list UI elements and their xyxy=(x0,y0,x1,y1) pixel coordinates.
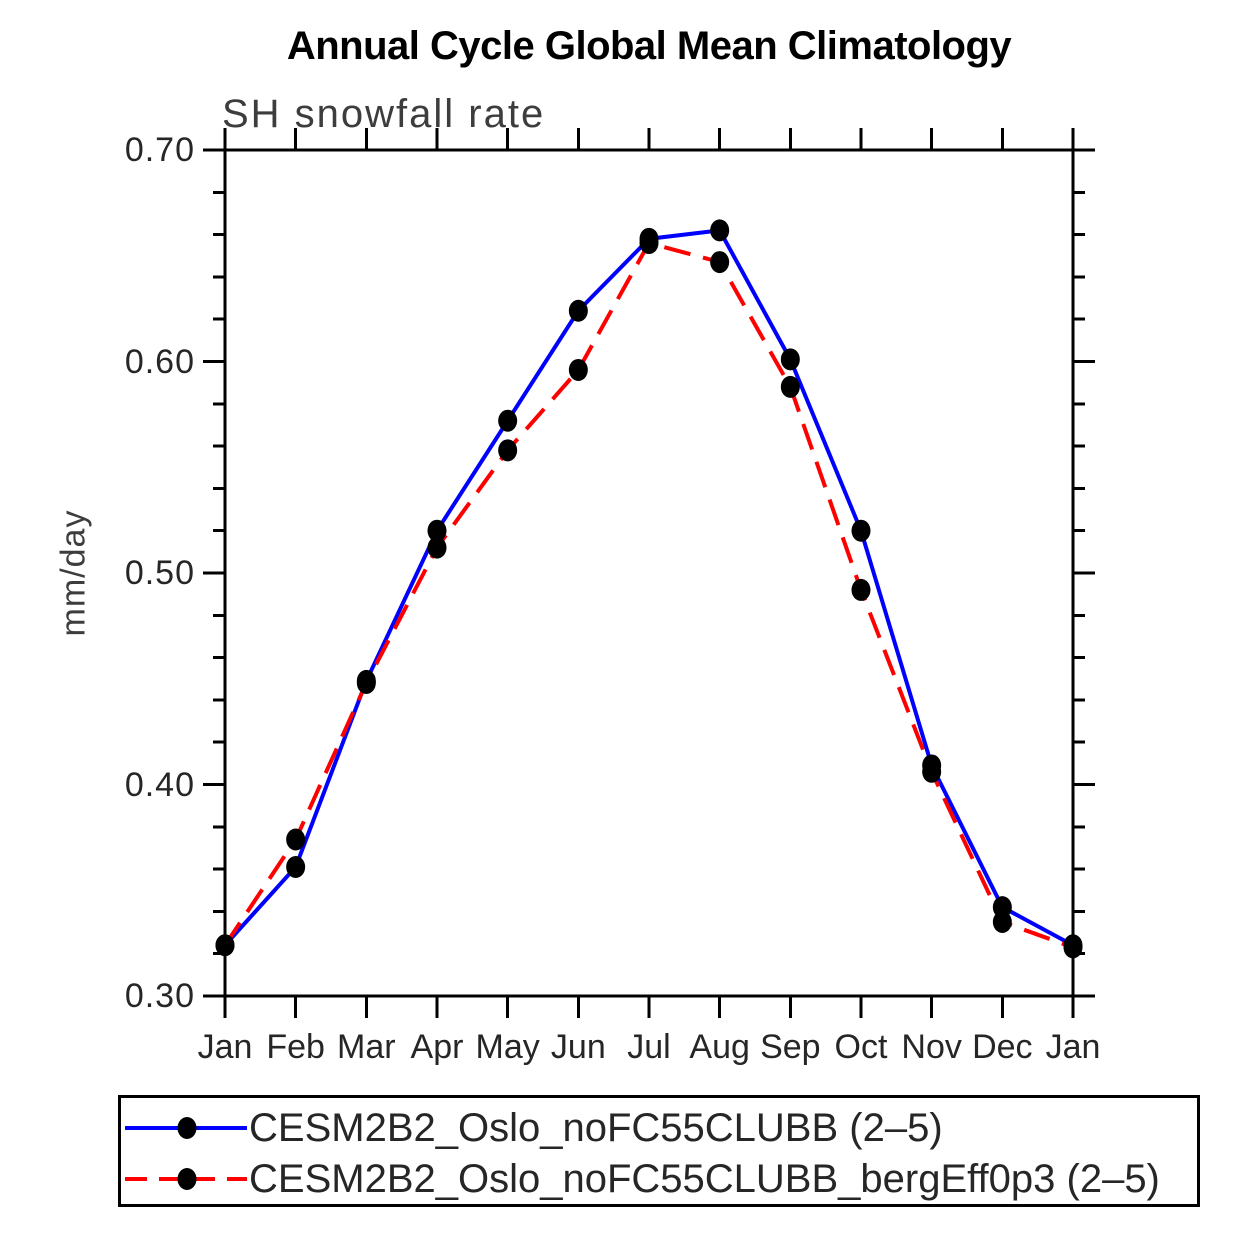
series1-line-sample-icon xyxy=(125,1117,247,1139)
x-tick-label: Apr xyxy=(410,1028,464,1066)
x-tick-label: Mar xyxy=(337,1028,396,1066)
chart-subtitle: SH snowfall rate xyxy=(222,92,546,136)
x-tick-label: Jan xyxy=(1045,1028,1101,1066)
x-tick-label: Jun xyxy=(550,1028,606,1066)
legend-item-series2: CESM2B2_Oslo_noFC55CLUBB_bergEff0p3 (2–5… xyxy=(125,1156,1160,1202)
legend-item-series1: CESM2B2_Oslo_noFC55CLUBB (2–5) xyxy=(125,1105,943,1151)
legend-label-series1: CESM2B2_Oslo_noFC55CLUBB (2–5) xyxy=(249,1105,943,1150)
y-tick-label: 0.50 xyxy=(124,554,195,592)
y-tick-label: 0.40 xyxy=(124,765,195,804)
y-tick-label: 0.70 xyxy=(124,131,195,169)
axis-box xyxy=(223,148,1075,998)
x-tick-label: Jul xyxy=(627,1028,671,1066)
x-tick-label: Oct xyxy=(834,1028,888,1066)
x-tick-label: May xyxy=(475,1028,540,1066)
x-ticks-bottom xyxy=(223,996,1075,1018)
series-markers-1 xyxy=(215,219,1083,957)
series-line-2 xyxy=(223,240,1074,950)
y-tick-label: 0.30 xyxy=(124,977,195,1015)
series-line-1 xyxy=(223,228,1074,948)
x-tick-label: Dec xyxy=(972,1028,1033,1066)
series-markers-2 xyxy=(215,232,1083,959)
series2-line-sample-icon xyxy=(125,1168,247,1190)
legend: CESM2B2_Oslo_noFC55CLUBB (2–5) CESM2B2_O… xyxy=(118,1095,1200,1207)
chart-title: Annual Cycle Global Mean Climatology xyxy=(286,24,1012,68)
x-tick-label: Sep xyxy=(760,1028,821,1066)
x-tick-label: Aug xyxy=(689,1028,750,1066)
legend-label-series2: CESM2B2_Oslo_noFC55CLUBB_bergEff0p3 (2–5… xyxy=(249,1156,1160,1201)
y-tick-label: 0.60 xyxy=(124,342,195,381)
x-ticks-top xyxy=(223,128,1075,150)
y-ticks-right xyxy=(1073,148,1095,998)
x-tick-label: Jan xyxy=(197,1028,253,1066)
x-tick-label: Feb xyxy=(266,1028,325,1066)
y-ticks-left xyxy=(203,148,225,998)
x-tick-label: Nov xyxy=(901,1028,962,1066)
